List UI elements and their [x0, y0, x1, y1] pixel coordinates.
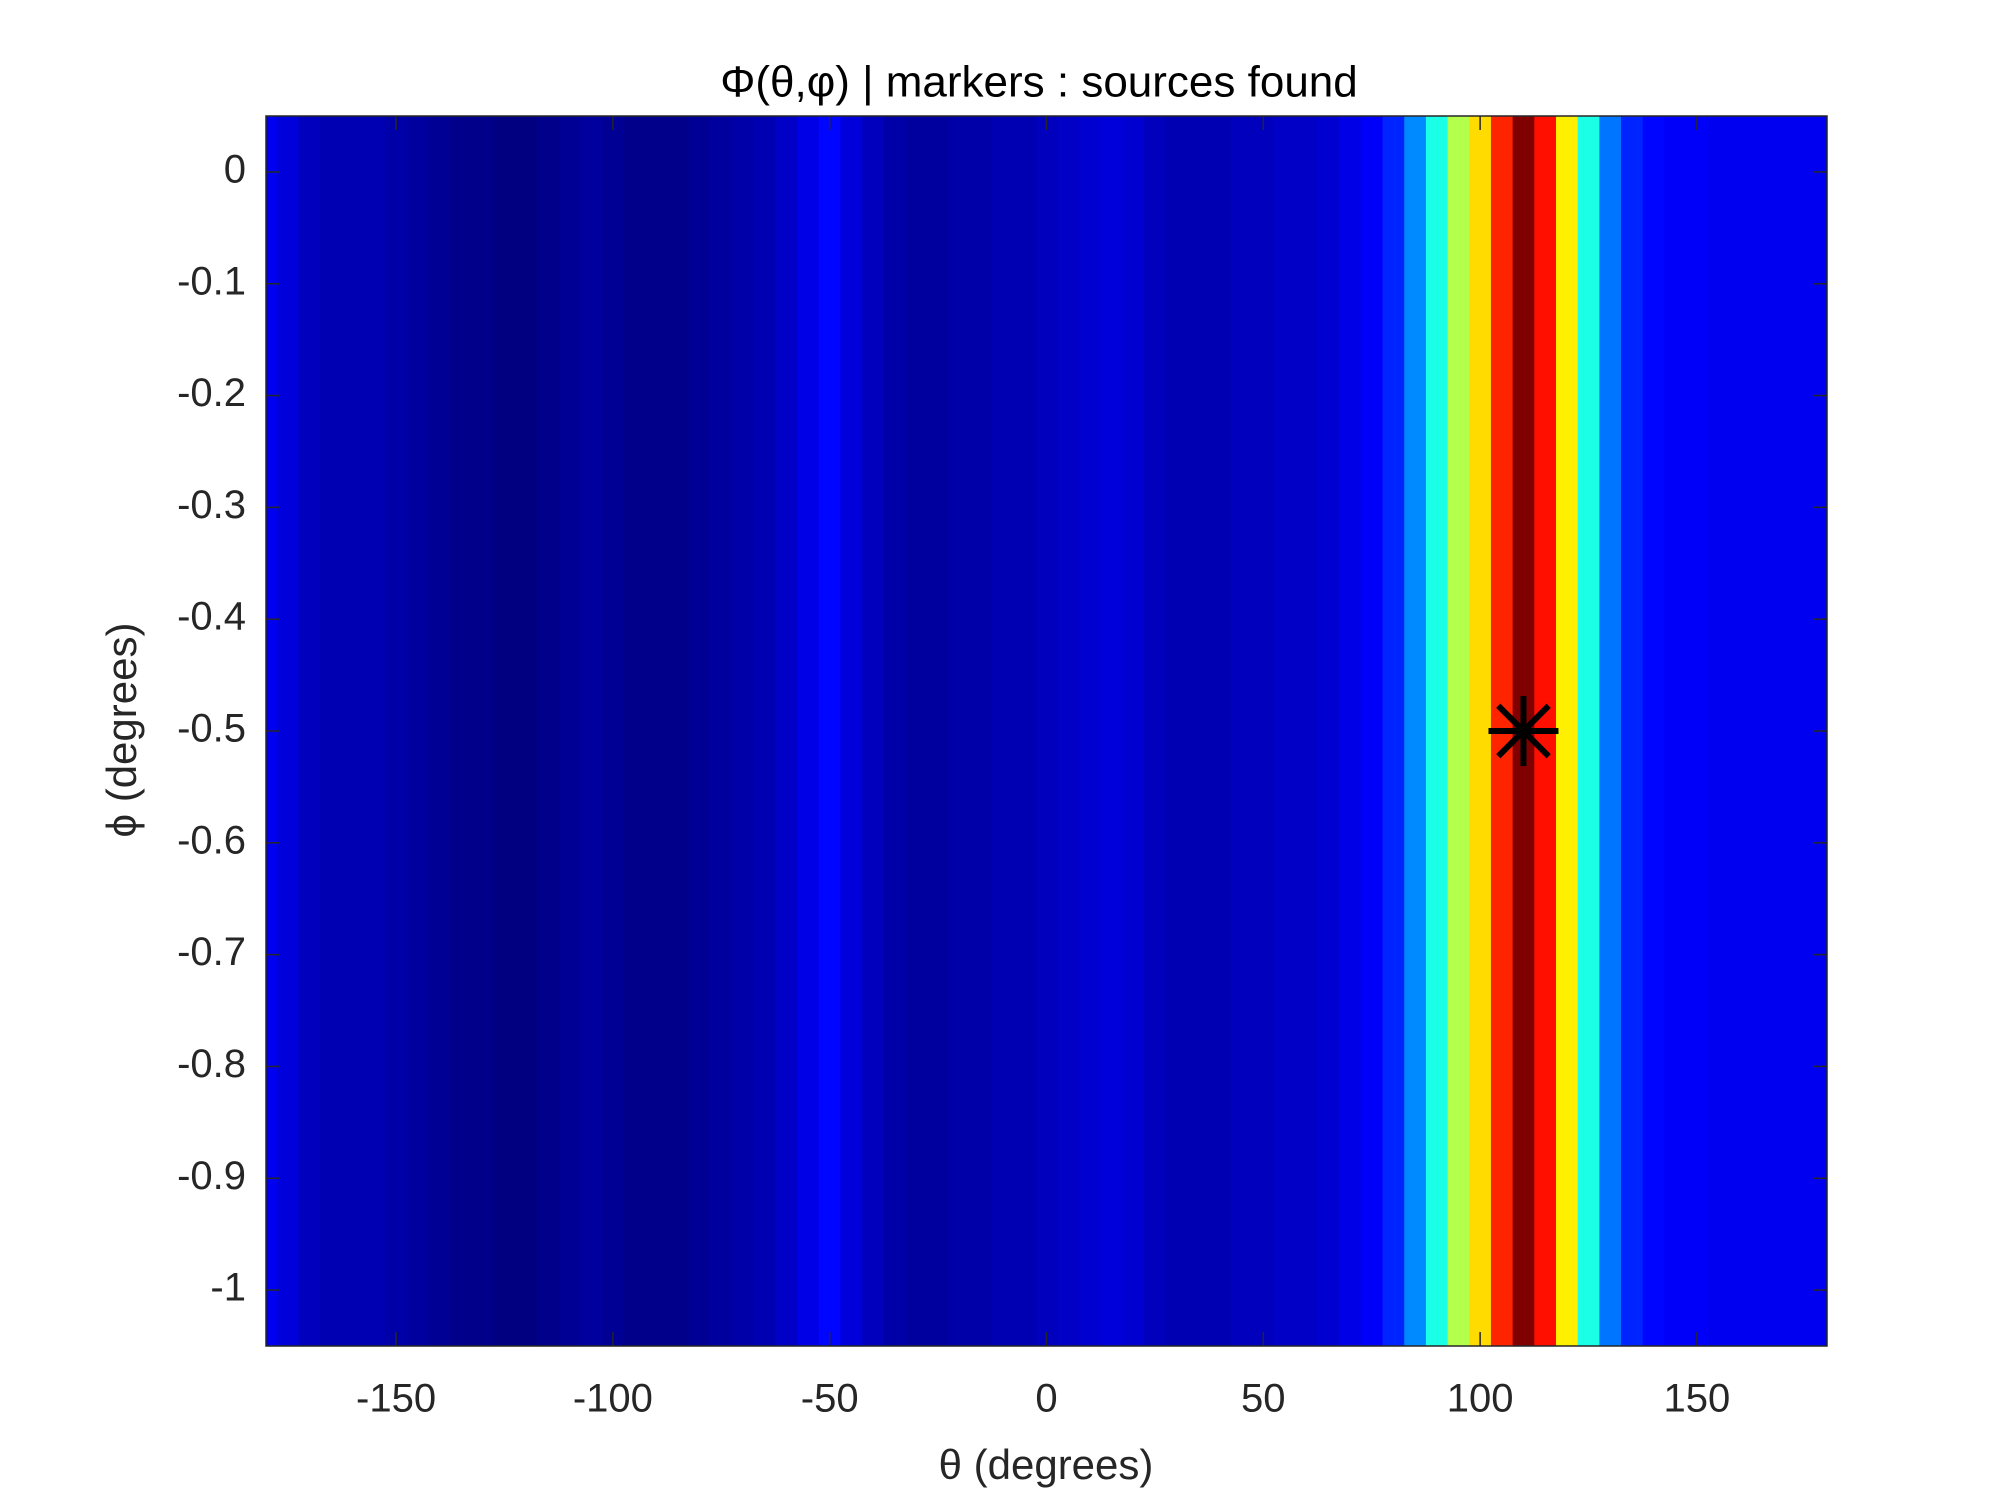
heatmap-cell — [883, 116, 907, 1346]
heatmap-cell — [1664, 116, 1687, 1346]
heatmap-cell — [797, 116, 820, 1346]
x-tick-label: 50 — [1241, 1377, 1286, 1421]
y-tick-label: -0.2 — [177, 371, 246, 415]
y-tick-label: -0.9 — [177, 1154, 246, 1198]
heatmap-cell — [1252, 116, 1275, 1346]
heatmap-cell — [385, 116, 408, 1346]
heatmap-cell — [1057, 116, 1080, 1346]
heatmap-cell — [1642, 116, 1665, 1346]
heatmap-cell — [320, 116, 343, 1346]
heatmap-cell — [1100, 116, 1123, 1346]
heatmap-cell — [1187, 116, 1210, 1346]
y-tick-label: -0.8 — [177, 1042, 246, 1086]
y-tick-label: -1 — [210, 1266, 246, 1310]
heatmap-cell — [471, 116, 495, 1346]
heatmap-cell — [1772, 116, 1796, 1346]
heatmap-cell — [732, 116, 755, 1346]
heatmap-cell — [992, 116, 1015, 1346]
heatmap-cell — [1295, 116, 1319, 1346]
heatmap-cell — [1230, 116, 1254, 1346]
heatmap-cell — [645, 116, 668, 1346]
heatmap-cell — [775, 116, 798, 1346]
y-tick-label: -0.4 — [177, 595, 246, 639]
heatmap-cell — [515, 116, 538, 1346]
heatmap-cell — [1079, 116, 1102, 1346]
heatmap-cell — [537, 116, 560, 1346]
heatmap-cell — [623, 116, 647, 1346]
heatmap-cell — [905, 116, 928, 1346]
chart-title: Φ(θ,φ) | markers : sources found — [720, 58, 1357, 107]
y-tick-label: -0.3 — [177, 483, 246, 527]
x-tick-label: -100 — [573, 1377, 653, 1421]
y-tick-label: -0.6 — [177, 818, 246, 862]
heatmap-cell — [1686, 116, 1709, 1346]
heatmap-cell — [406, 116, 430, 1346]
x-tick-label: 150 — [1664, 1377, 1731, 1421]
x-tick-label: 100 — [1447, 1377, 1514, 1421]
heatmap-cell — [753, 116, 777, 1346]
heatmap-cell — [1013, 116, 1037, 1346]
y-tick-label: 0 — [224, 147, 246, 191]
heatmap-cell — [1122, 116, 1145, 1346]
heatmap-cell — [276, 116, 300, 1346]
marker-stroke — [1496, 703, 1551, 759]
heatmap-cell — [818, 116, 842, 1346]
heatmap-cell — [450, 116, 473, 1346]
heatmap-cell — [341, 116, 365, 1346]
heatmap-cell — [1165, 116, 1189, 1346]
heatmap-cell — [428, 116, 451, 1346]
heatmap-cell — [1751, 116, 1774, 1346]
heatmap-cell — [580, 116, 603, 1346]
x-tick-label: -50 — [801, 1377, 859, 1421]
heatmap-cell — [493, 116, 516, 1346]
y-tick-label: -0.7 — [177, 930, 246, 974]
heatmap-cell — [1339, 116, 1362, 1346]
heatmap-area — [266, 116, 1827, 1346]
heatmap-cell — [1577, 116, 1600, 1346]
heatmap-cell — [970, 116, 993, 1346]
heatmap-cell — [1555, 116, 1579, 1346]
heatmap-cell — [1317, 116, 1340, 1346]
heatmap-cell — [1425, 116, 1449, 1346]
heatmap-cell — [688, 116, 712, 1346]
y-tick-label: -0.5 — [177, 707, 246, 751]
x-tick-label: -150 — [356, 1377, 436, 1421]
heatmap-cell — [1144, 116, 1167, 1346]
heatmap-cell — [948, 116, 972, 1346]
heatmap-cell — [1274, 116, 1297, 1346]
heatmap-cell — [1599, 116, 1622, 1346]
heatmap-cell — [1621, 116, 1644, 1346]
heatmap-cell — [1794, 116, 1817, 1346]
heatmap-cell — [1404, 116, 1427, 1346]
heatmap-cell — [862, 116, 885, 1346]
heatmap-cell — [298, 116, 321, 1346]
x-axis-label: θ (degrees) — [939, 1441, 1154, 1488]
heatmap-cell — [840, 116, 863, 1346]
heatmap-cell — [1469, 116, 1492, 1346]
source-marker — [1488, 696, 1559, 766]
heatmap-cell — [1360, 116, 1384, 1346]
heatmap-cell — [363, 116, 386, 1346]
heatmap-cell — [927, 116, 950, 1346]
heatmap-cell — [1382, 116, 1405, 1346]
heatmap-cell — [667, 116, 690, 1346]
heatmap-cell — [1729, 116, 1752, 1346]
y-tick-label: -0.1 — [177, 259, 246, 303]
y-axis-label: ϕ (degrees) — [98, 623, 145, 838]
heatmap-cell — [558, 116, 581, 1346]
x-tick-label: 0 — [1035, 1377, 1057, 1421]
heatmap-cell — [602, 116, 625, 1346]
heatmap-cell — [1035, 116, 1058, 1346]
heatmap-cell — [1209, 116, 1232, 1346]
heatmap-cell — [1447, 116, 1470, 1346]
heatmap-cell — [710, 116, 733, 1346]
heatmap-cell — [1707, 116, 1731, 1346]
